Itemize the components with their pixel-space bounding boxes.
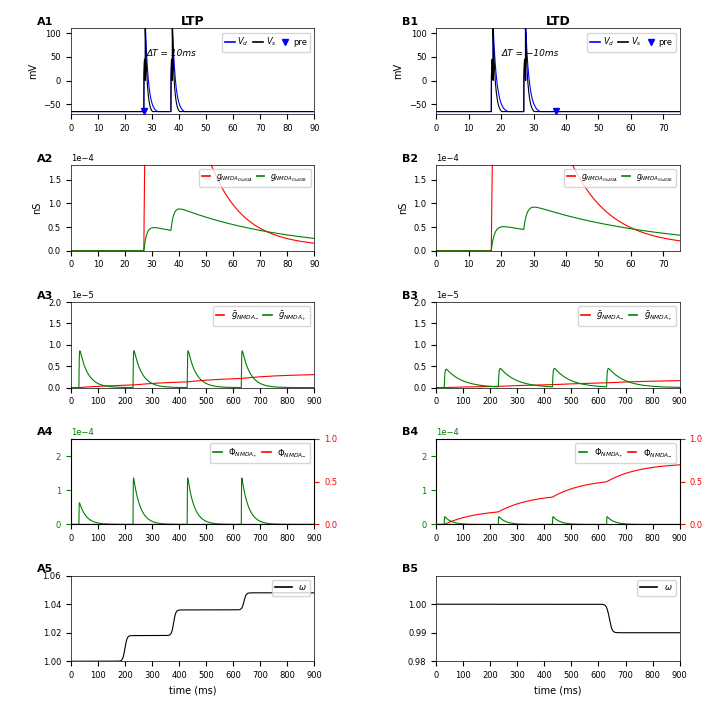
Text: ΔT = −10ms: ΔT = −10ms [501, 49, 559, 58]
Title: LTP: LTP [181, 16, 205, 28]
Text: A4: A4 [37, 427, 53, 437]
Legend: $V_d$, $V_s$, pre: $V_d$, $V_s$, pre [222, 33, 310, 52]
Y-axis label: nS: nS [33, 202, 42, 214]
Text: B4: B4 [402, 427, 418, 437]
Legend: $\bar{g}_{NMDA_{-}}$, $\bar{g}_{NMDA_{+}}$: $\bar{g}_{NMDA_{-}}$, $\bar{g}_{NMDA_{+}… [578, 306, 675, 326]
Text: B5: B5 [402, 565, 418, 574]
Legend: $g_{NMDA_{GluN2A}}$, $g_{NMDA_{GluN2B}}$: $g_{NMDA_{GluN2A}}$, $g_{NMDA_{GluN2B}}$ [564, 169, 676, 187]
Legend: $\bar{g}_{NMDA_{-}}$, $\bar{g}_{NMDA_{+}}$: $\bar{g}_{NMDA_{-}}$, $\bar{g}_{NMDA_{+}… [212, 306, 310, 326]
Y-axis label: nS: nS [398, 202, 408, 214]
Text: B1: B1 [402, 17, 418, 27]
Y-axis label: mV: mV [394, 63, 404, 79]
Text: B2: B2 [402, 154, 418, 164]
Text: A2: A2 [37, 154, 53, 164]
Y-axis label: mV: mV [28, 63, 38, 79]
Legend: $\omega$: $\omega$ [272, 580, 310, 596]
X-axis label: time (ms): time (ms) [534, 685, 582, 695]
Title: LTD: LTD [546, 16, 570, 28]
Legend: $\Phi_{NMDA_{+}}$, $\Phi_{NMDA_{-}}$: $\Phi_{NMDA_{+}}$, $\Phi_{NMDA_{-}}$ [576, 443, 675, 464]
Legend: $\Phi_{NMDA_{+}}$, $\Phi_{NMDA_{-}}$: $\Phi_{NMDA_{+}}$, $\Phi_{NMDA_{-}}$ [210, 443, 310, 464]
Legend: $g_{NMDA_{GluN2A}}$, $g_{NMDA_{GluN2B}}$: $g_{NMDA_{GluN2A}}$, $g_{NMDA_{GluN2B}}$ [199, 169, 311, 187]
Text: ΔT = 10ms: ΔT = 10ms [147, 49, 196, 58]
Text: A1: A1 [37, 17, 53, 27]
Text: A3: A3 [37, 291, 53, 301]
Legend: $\omega$: $\omega$ [637, 580, 675, 596]
X-axis label: time (ms): time (ms) [169, 685, 217, 695]
Text: A5: A5 [37, 565, 53, 574]
Text: B3: B3 [402, 291, 418, 301]
Legend: $V_d$, $V_s$, pre: $V_d$, $V_s$, pre [587, 33, 675, 52]
